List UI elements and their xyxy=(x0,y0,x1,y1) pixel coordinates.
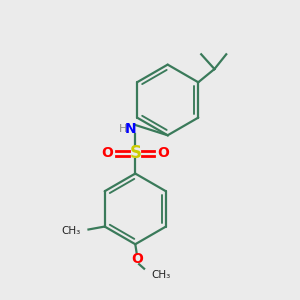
Text: O: O xyxy=(158,146,169,160)
Text: CH₃: CH₃ xyxy=(152,269,171,280)
Text: O: O xyxy=(131,252,143,266)
Text: CH₃: CH₃ xyxy=(61,226,80,236)
Text: H: H xyxy=(119,124,127,134)
Text: O: O xyxy=(101,146,113,160)
Text: S: S xyxy=(129,144,141,162)
Text: N: N xyxy=(125,122,137,136)
